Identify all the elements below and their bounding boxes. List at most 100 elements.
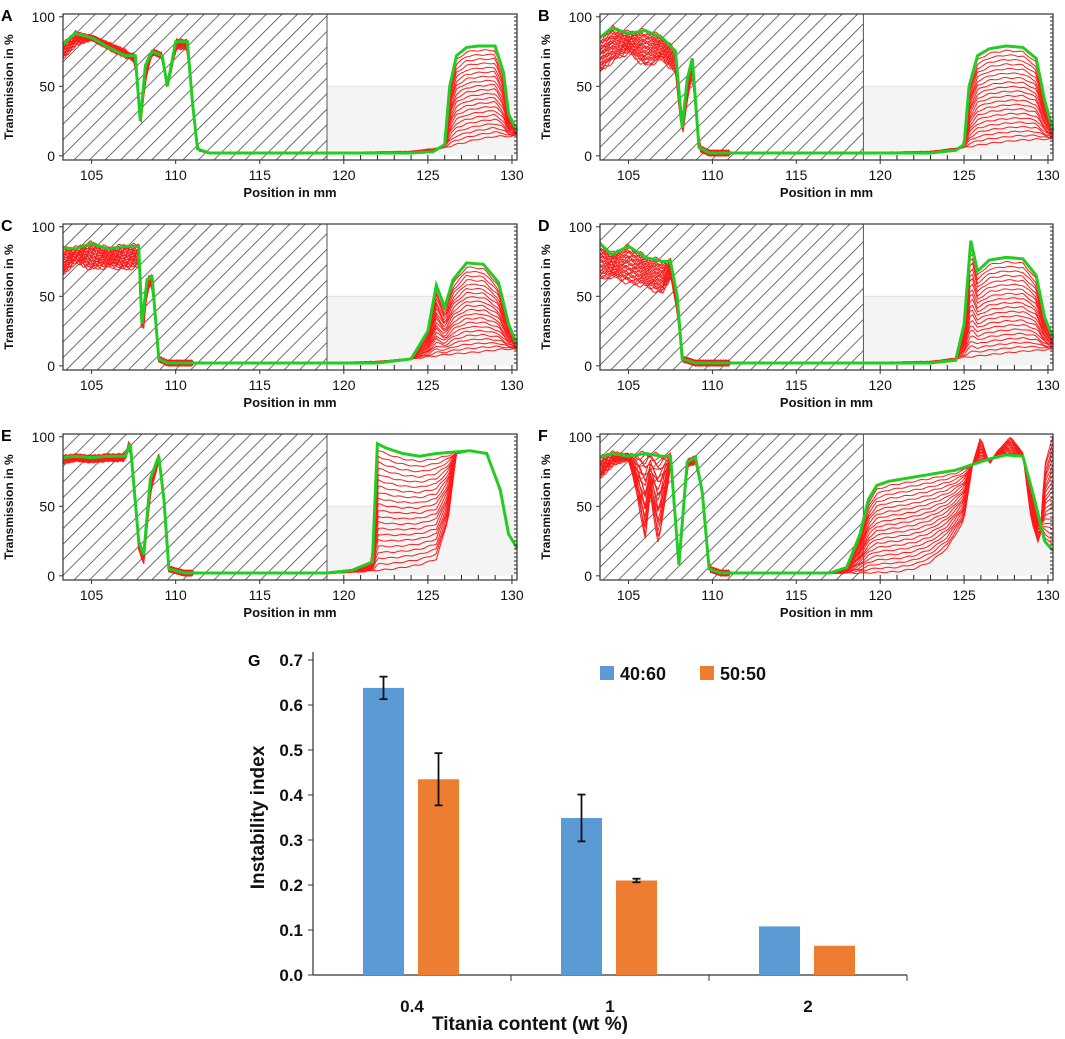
lower-shade	[326, 506, 517, 576]
y-tick-label: 0.2	[279, 876, 303, 895]
hatched-region	[600, 14, 864, 160]
y-tick-label: 50	[39, 288, 55, 304]
bar	[814, 945, 855, 975]
y-tick-label: 0.0	[279, 966, 303, 985]
y-tick-label: 0	[47, 568, 55, 584]
y-axis-label: Transmission in %	[539, 454, 553, 560]
y-tick-label: 50	[576, 498, 592, 514]
y-tick-label: 100	[569, 219, 593, 235]
y-tick-label: 100	[32, 9, 56, 25]
x-tick-label: 110	[164, 587, 187, 603]
x-tick-label: 115	[785, 377, 808, 393]
y-tick-label: 0.6	[279, 696, 303, 715]
bar	[616, 880, 657, 975]
x-tick-label: 110	[701, 377, 724, 393]
y-axis-label: Transmission in %	[539, 34, 553, 140]
x-tick-label: 130	[1036, 167, 1060, 183]
panel-label: E	[1, 428, 12, 445]
x-tick-label: 105	[80, 167, 104, 183]
y-axis-label: Instability index	[248, 745, 269, 889]
x-tick-label: 120	[869, 377, 893, 393]
x-tick-label: 110	[164, 167, 187, 183]
y-tick-label: 50	[39, 498, 55, 514]
legend-label: 50:50	[720, 664, 766, 684]
hatched-region	[600, 434, 864, 580]
panel-label: F	[538, 428, 548, 445]
x-axis-label: Position in mm	[243, 395, 336, 410]
x-tick-label: 120	[332, 587, 356, 603]
final-profile-line	[599, 26, 1055, 155]
final-profile-line	[61, 31, 519, 155]
final-profile-line	[599, 451, 1055, 575]
x-tick-label: 105	[617, 167, 641, 183]
x-tick-label: 130	[1036, 377, 1060, 393]
lower-shade	[326, 86, 517, 156]
y-tick-label: 50	[39, 78, 55, 94]
panel-label: C	[1, 218, 13, 235]
y-tick-label: 50	[576, 288, 592, 304]
plot-frame	[599, 223, 1054, 371]
final-profile-line	[62, 241, 519, 365]
legend-swatch	[700, 666, 714, 680]
plot-frame	[599, 433, 1054, 581]
x-tick-label: 115	[249, 587, 272, 603]
x-axis-label: Position in mm	[243, 185, 336, 200]
plot-frame	[62, 433, 518, 581]
x-tick-label: 115	[785, 587, 808, 603]
y-tick-label: 0.1	[279, 921, 303, 940]
x-tick-label: 120	[869, 167, 893, 183]
x-axis-label: Titania content (wt %)	[432, 1014, 628, 1035]
y-axis-label: Transmission in %	[2, 34, 16, 140]
legend-label: 40:60	[620, 664, 666, 684]
bar	[759, 926, 800, 975]
x-tick-label: 1	[605, 997, 614, 1016]
y-tick-label: 0	[47, 148, 55, 164]
bar	[561, 817, 602, 975]
x-tick-label: 105	[80, 377, 104, 393]
x-tick-label: 120	[332, 167, 356, 183]
panel-d: D 0 50 100 105 110 115 120 125 130 Position in mm T…	[538, 218, 1060, 410]
lower-shade	[863, 86, 1053, 156]
bar	[418, 779, 459, 975]
panel-b: B 0 50 100 105 110 115 120 125 130 Position in mm T…	[538, 8, 1060, 200]
x-tick-label: 0.4	[400, 997, 424, 1016]
x-tick-label: 120	[869, 587, 893, 603]
x-tick-label: 120	[332, 377, 356, 393]
x-tick-label: 125	[952, 377, 976, 393]
x-axis-label: Position in mm	[780, 605, 873, 620]
x-tick-label: 125	[952, 167, 976, 183]
x-tick-label: 130	[500, 587, 524, 603]
x-tick-label: 105	[617, 587, 641, 603]
x-tick-label: 110	[701, 167, 724, 183]
y-tick-label: 50	[576, 78, 592, 94]
x-axis-label: Position in mm	[243, 605, 336, 620]
panel-f: F 0 50 100 105 110 115 120 125 130 Position in mm T…	[538, 428, 1060, 620]
x-tick-label: 110	[164, 377, 187, 393]
y-axis-label: Transmission in %	[2, 244, 16, 350]
y-tick-label: 100	[32, 219, 56, 235]
x-tick-label: 115	[249, 167, 272, 183]
plot-frame	[62, 223, 518, 371]
y-tick-label: 0	[584, 568, 592, 584]
x-axis-label: Position in mm	[780, 185, 873, 200]
panel-label: B	[538, 8, 550, 25]
plot-frame	[599, 13, 1054, 161]
panel-label: A	[1, 8, 13, 25]
y-tick-label: 0	[584, 148, 592, 164]
final-profile-line	[598, 240, 1055, 365]
y-tick-label: 100	[32, 429, 56, 445]
x-tick-label: 105	[617, 377, 641, 393]
y-tick-label: 0.5	[279, 741, 303, 760]
x-tick-label: 130	[500, 377, 524, 393]
final-profile-line	[62, 441, 519, 575]
panel-a: A 0 50 100 105 110 115 120 125 130 Position in mm T…	[1, 8, 524, 200]
y-axis-label: Transmission in %	[2, 454, 16, 560]
panel-label: D	[538, 218, 550, 235]
x-tick-label: 130	[500, 167, 524, 183]
y-axis-label: Transmission in %	[539, 244, 553, 350]
x-tick-label: 125	[416, 377, 440, 393]
y-tick-label: 0.3	[279, 831, 303, 850]
x-tick-label: 125	[416, 587, 440, 603]
y-tick-label: 0	[584, 358, 592, 374]
